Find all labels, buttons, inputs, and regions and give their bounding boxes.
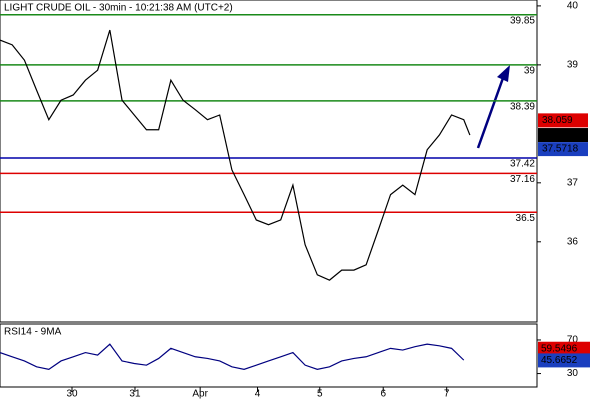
level-label: 39.85: [510, 15, 535, 26]
x-tick-label: 4: [255, 389, 261, 400]
price-marker-label: 38.059: [542, 115, 573, 126]
level-label: 36.5: [516, 213, 536, 224]
level-label: 38.39: [510, 101, 535, 112]
x-tick-label: 30: [66, 389, 78, 400]
price-marker-label: 37.5718: [542, 144, 579, 155]
chart-title: LIGHT CRUDE OIL - 30min - 10:21:38 AM (U…: [4, 3, 233, 14]
forecast-arrow: [476, 77, 505, 149]
rsi-tick-label: 70: [567, 335, 579, 346]
price-marker-box: [538, 128, 588, 143]
level-label: 37.16: [510, 174, 535, 185]
rsi-marker-box: [538, 341, 590, 356]
price-line: [0, 29, 471, 281]
x-tick-label: Apr: [192, 389, 208, 400]
main-frame: [0, 0, 538, 323]
rsi-marker-label: 45.6652: [541, 355, 578, 366]
y-tick-label: 36: [567, 236, 579, 247]
rsi-marker-label: 59.5496: [541, 343, 578, 354]
price-marker-box: [538, 142, 588, 157]
forecast-arrowhead: [497, 65, 510, 82]
x-tick-label: 6: [380, 389, 386, 400]
level-label: 39: [524, 66, 536, 77]
price-marker-label: 37.81: [542, 130, 567, 141]
x-tick-label: 7: [444, 389, 450, 400]
rsi-marker-box: [538, 353, 590, 368]
price-marker-box: [538, 113, 588, 128]
y-tick-label: 40: [567, 1, 579, 12]
y-tick-label: 39: [567, 60, 579, 71]
x-tick-label: 31: [129, 389, 141, 400]
rsi-line: [0, 343, 465, 370]
level-label: 37.42: [510, 159, 535, 170]
rsi-title: RSI14 - 9MA: [4, 327, 62, 338]
rsi-frame: [0, 323, 538, 388]
y-tick-label: 37: [567, 177, 579, 188]
x-tick-label: 5: [317, 389, 323, 400]
rsi-tick-label: 30: [567, 368, 579, 379]
